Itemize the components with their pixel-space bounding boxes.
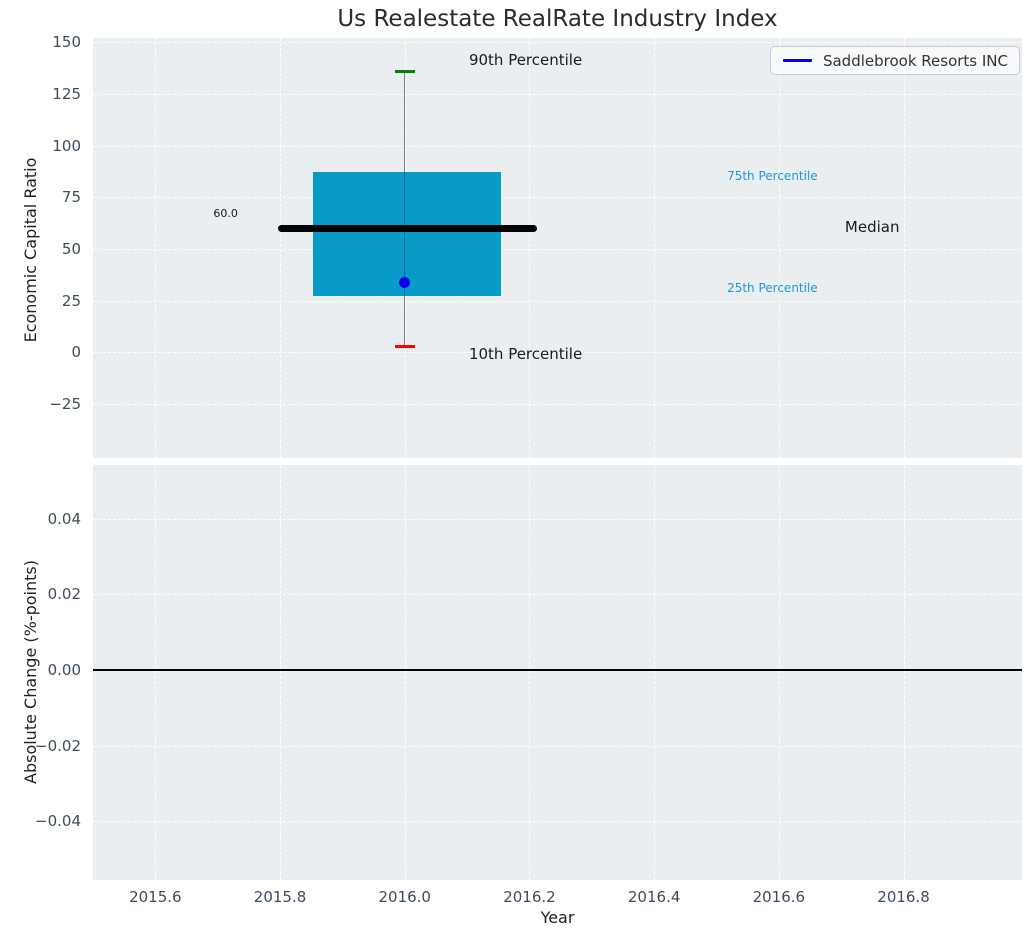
y-tick-label: 100: [52, 136, 81, 155]
y-tick-label: 0.02: [47, 585, 81, 604]
gridline-vertical: [778, 465, 780, 880]
y-tick-label: 50: [61, 240, 81, 259]
annotation-median: Median: [844, 218, 900, 237]
gridline-vertical: [529, 465, 531, 880]
chart-title: Us Realestate RealRate Industry Index: [337, 6, 778, 32]
x-tick-label: 2016.6: [752, 888, 806, 906]
x-tick-label: 2016.8: [877, 888, 930, 906]
annotation-25th-percentile: 25th Percentile: [727, 280, 818, 295]
gridline-horizontal: [93, 352, 1022, 354]
gridline-horizontal: [93, 745, 1022, 747]
y-tick-label: −0.04: [35, 812, 81, 831]
annotation-10th-percentile: 10th Percentile: [468, 344, 583, 363]
legend-line-swatch: [782, 59, 812, 62]
annotation-60-0: 60.0: [213, 206, 238, 220]
x-axis-label: Year: [540, 908, 575, 927]
percentile-box: [313, 172, 501, 296]
y-tick-label: 125: [52, 84, 81, 103]
gridline-horizontal: [93, 42, 1022, 44]
gridline-vertical: [654, 465, 656, 880]
y-tick-label: 75: [61, 188, 81, 207]
y-tick-label: 0.04: [47, 509, 81, 528]
top-axes-economic-capital-ratio: 90th Percentile 10th Percentile 75th Perce…: [93, 38, 1022, 458]
bottom-axes-absolute-change: [93, 465, 1022, 880]
gridline-vertical: [155, 38, 157, 458]
annotation-90th-percentile: 90th Percentile: [468, 50, 583, 69]
x-tick-label: 2015.6: [129, 888, 182, 906]
whisker-line-overlay: [403, 172, 406, 296]
x-tick-label: 2016.0: [378, 888, 431, 906]
x-tick-label: 2016.4: [627, 888, 681, 906]
gridline-horizontal: [93, 145, 1022, 147]
gridline-horizontal: [93, 300, 1022, 302]
annotation-75th-percentile: 75th Percentile: [727, 168, 818, 183]
legend: Saddlebrook Resorts INC: [769, 46, 1020, 75]
y-tick-label: 0: [71, 343, 81, 362]
gridline-vertical: [404, 465, 406, 880]
gridline-vertical: [280, 38, 282, 458]
p90-cap: [394, 69, 415, 73]
gridline-vertical: [155, 465, 157, 880]
gridline-horizontal: [93, 594, 1022, 596]
y-tick-label: 150: [52, 33, 81, 52]
zero-line: [93, 669, 1022, 672]
gridline-horizontal: [93, 93, 1022, 95]
y-tick-label: −0.02: [35, 736, 81, 755]
gridline-horizontal: [93, 821, 1022, 823]
y-tick-label: 25: [61, 291, 81, 310]
company-marker-dot: [399, 276, 411, 288]
gridline-vertical: [529, 38, 531, 458]
legend-label: Saddlebrook Resorts INC: [822, 51, 1008, 70]
p10-cap: [394, 344, 415, 348]
median-line: [277, 224, 537, 232]
x-tick-label: 2015.8: [253, 888, 307, 906]
gridline-horizontal: [93, 404, 1022, 406]
gridline-vertical: [903, 465, 905, 880]
x-tick-label: 2016.2: [503, 888, 556, 906]
y-tick-label: 0.00: [47, 661, 81, 680]
gridline-horizontal: [93, 197, 1022, 199]
gridline-vertical: [654, 38, 656, 458]
gridline-vertical: [778, 38, 780, 458]
y-tick-label: −25: [49, 395, 81, 414]
gridline-vertical: [280, 465, 282, 880]
gridline-horizontal: [93, 518, 1022, 520]
gridline-vertical: [903, 38, 905, 458]
gridline-horizontal: [93, 249, 1022, 251]
